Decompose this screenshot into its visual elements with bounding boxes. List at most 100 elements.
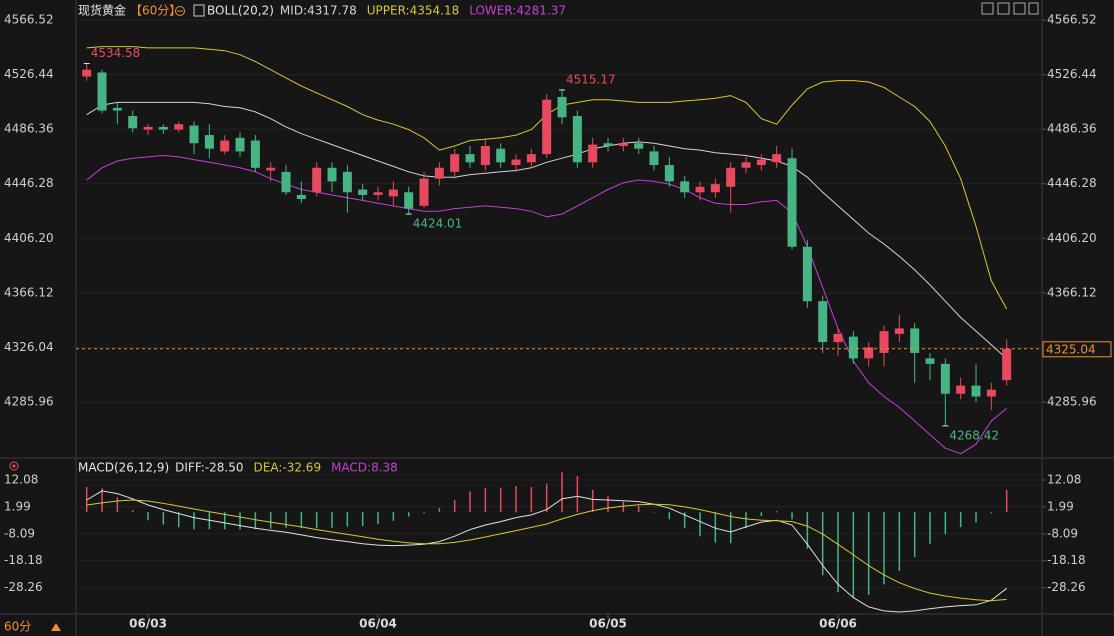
legend-entry: BOLL(20,2) xyxy=(207,4,274,18)
icon-zoom-in[interactable] xyxy=(997,2,1010,15)
macd-bar xyxy=(315,512,318,529)
candle-body xyxy=(373,192,383,195)
toolbar-icons[interactable] xyxy=(981,2,1039,15)
candle-body xyxy=(250,140,260,168)
y-tick-label: 4526.44 xyxy=(1047,67,1097,81)
period-arrow[interactable] xyxy=(51,623,61,631)
candle-body xyxy=(971,385,981,397)
extreme-label: 4424.01 xyxy=(413,217,463,231)
candle-body xyxy=(434,167,444,179)
y-tick-label: 4446.28 xyxy=(4,176,54,190)
candle-body xyxy=(925,358,935,364)
candle-body xyxy=(726,167,736,187)
legend-entry: MACD(26,12,9) xyxy=(78,461,169,475)
candle-body xyxy=(603,143,613,146)
macd-bar xyxy=(576,475,579,513)
y-tick-label: 4285.96 xyxy=(4,395,54,409)
macd-bar xyxy=(668,512,671,520)
candle-body xyxy=(327,167,337,182)
macd-bar xyxy=(929,512,931,544)
x-tick-label: 06/05 xyxy=(589,617,627,631)
macd-bar xyxy=(407,512,410,517)
macd-bar xyxy=(990,512,993,514)
x-tick-label: 06/03 xyxy=(129,617,167,631)
candle-body xyxy=(358,189,368,195)
icon-zoom-out[interactable] xyxy=(1013,2,1026,15)
candle-body xyxy=(649,151,659,166)
extreme-label: 4268.42 xyxy=(949,428,999,442)
macd-bar xyxy=(208,512,211,530)
macd-bar xyxy=(883,512,885,585)
macd-bar xyxy=(162,512,165,525)
macd-bar xyxy=(959,512,962,528)
y-tick-label: 4326.04 xyxy=(4,340,54,354)
macd-bar xyxy=(913,512,916,558)
candle-body xyxy=(511,159,521,166)
macd-bar xyxy=(515,486,517,513)
candle-body xyxy=(710,184,720,193)
candle-body xyxy=(986,389,996,397)
boll-line xyxy=(86,101,1008,360)
candle-body xyxy=(588,144,598,163)
macd-bar xyxy=(269,512,272,529)
macd-bar xyxy=(944,512,947,535)
candle-body xyxy=(419,178,429,206)
candle-body xyxy=(741,162,751,168)
macd-bar xyxy=(591,489,594,513)
candle-body xyxy=(634,143,644,149)
candle-body xyxy=(266,167,276,171)
macd-bar xyxy=(821,512,824,576)
candle-body xyxy=(894,328,904,334)
legend-entry: DIFF:-28.50 xyxy=(175,461,243,475)
candle-body xyxy=(112,107,122,111)
legend-entry: DEA:-32.69 xyxy=(254,461,322,475)
y-tick-label: 4366.12 xyxy=(1047,285,1097,299)
candle-body xyxy=(143,126,153,130)
indicator-icon xyxy=(193,4,205,17)
candle-body xyxy=(174,124,184,130)
period-button[interactable]: 60分 xyxy=(4,620,31,634)
macd-line xyxy=(86,490,1008,613)
candle-body xyxy=(404,192,414,209)
candle-body xyxy=(204,135,214,149)
y-tick-label: 4406.20 xyxy=(1047,231,1097,245)
macd-bar xyxy=(193,512,195,530)
candle-body xyxy=(664,165,674,182)
candle-body xyxy=(910,328,920,353)
macd-bar xyxy=(484,488,487,513)
y-tick-label: 4446.28 xyxy=(1047,176,1097,190)
candle-body xyxy=(848,336,858,359)
macd-bar xyxy=(530,487,533,513)
candle-body xyxy=(128,116,138,129)
y-tick-label: 4285.96 xyxy=(1047,395,1097,409)
indicator-toggle-icon[interactable] xyxy=(175,6,185,16)
macd-bar xyxy=(131,510,134,513)
candle-body xyxy=(97,72,107,111)
y-tick-label: 4366.12 xyxy=(4,285,54,299)
last-price-box xyxy=(1042,341,1112,358)
icon-settings[interactable] xyxy=(1028,2,1039,15)
macd-settings-icon[interactable] xyxy=(9,461,19,471)
macd-bar xyxy=(361,512,364,527)
candle-body xyxy=(940,363,950,394)
y-tick-label: 12.08 xyxy=(4,473,38,487)
candle-body xyxy=(618,143,628,146)
y-tick-label: -18.18 xyxy=(1047,553,1086,567)
candle-body xyxy=(281,171,291,193)
extreme-label: 4515.17 xyxy=(566,72,616,86)
icon-move[interactable] xyxy=(981,2,994,15)
candle-body xyxy=(450,154,460,172)
y-tick-label: 1.99 xyxy=(1047,499,1074,513)
candle-body xyxy=(772,154,782,163)
y-tick-label: -8.09 xyxy=(4,526,35,540)
macd-bar xyxy=(898,512,901,571)
macd-bar xyxy=(806,512,809,549)
macd-bar xyxy=(101,488,103,513)
last-price-label: 4325.04 xyxy=(1046,342,1096,356)
macd-bar xyxy=(637,505,640,513)
candle-body xyxy=(465,154,475,163)
macd-bar xyxy=(392,512,395,521)
y-tick-label: 4486.36 xyxy=(1047,122,1097,136)
